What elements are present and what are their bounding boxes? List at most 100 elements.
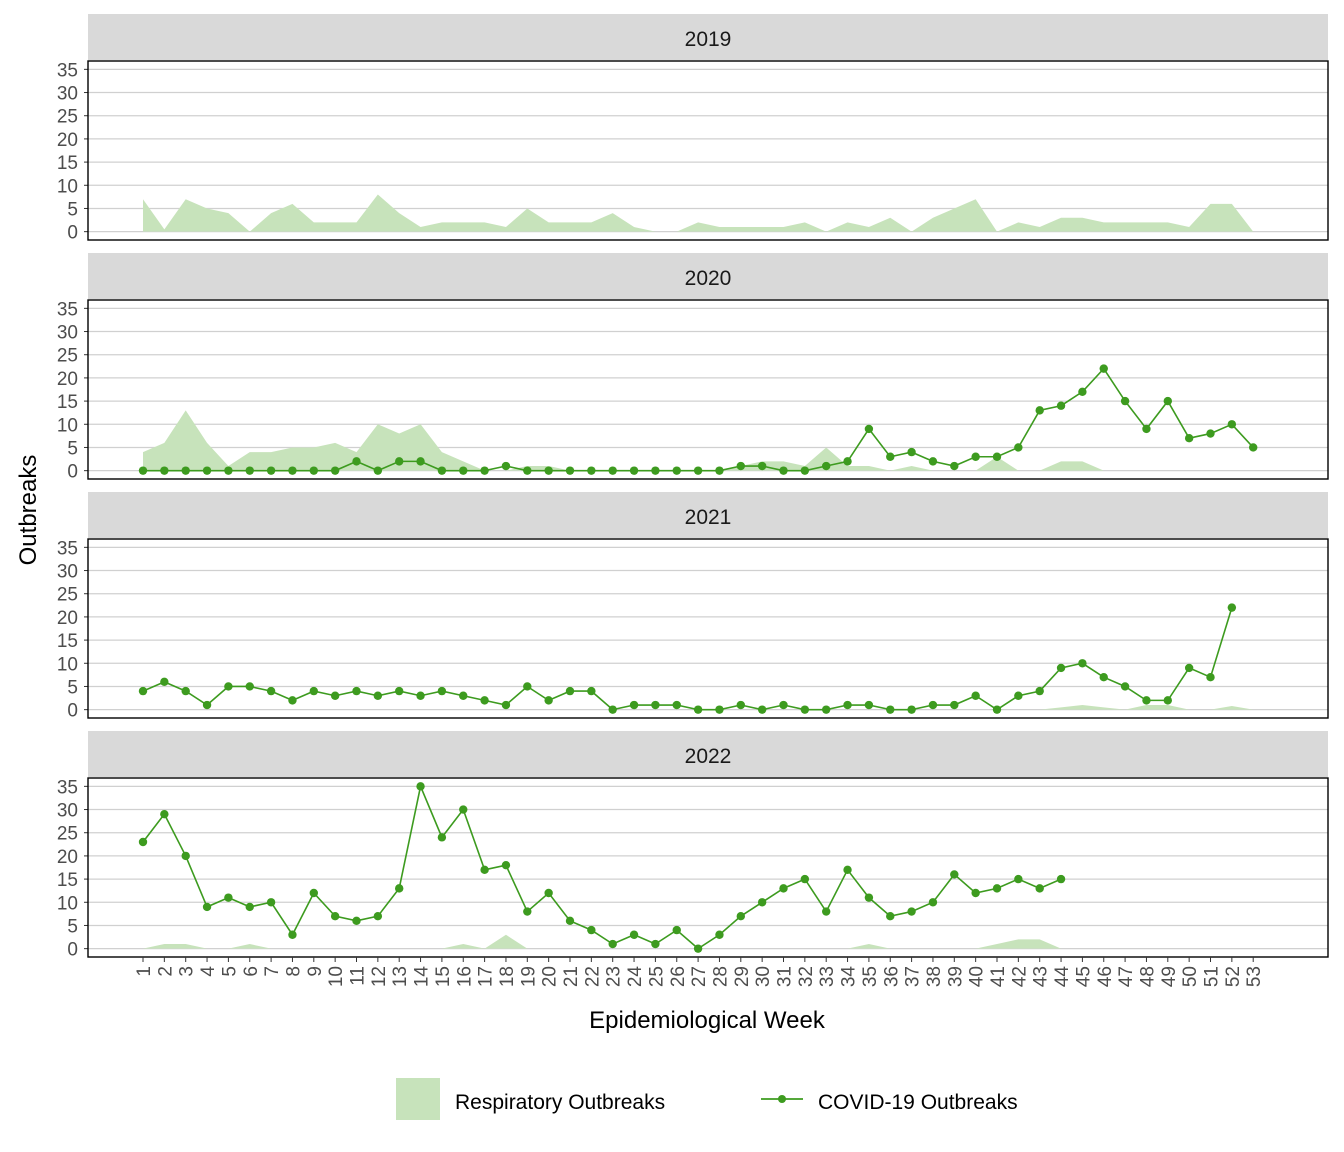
covid-point [1035,686,1044,696]
respiratory-area [143,705,1254,710]
covid-point [480,865,489,875]
panel-frame [87,777,1329,958]
covid-point [1206,672,1215,682]
x-tick-label: 32 [796,966,817,987]
x-tick-label: 20 [540,966,561,987]
covid-point [1099,364,1108,373]
covid-point [395,686,404,696]
panel-strip [88,253,1328,299]
covid-point [1184,663,1194,673]
y-tick-label: 35 [57,538,78,559]
x-tick-label: 33 [817,966,838,987]
covid-point [1142,424,1151,434]
covid-point [1120,396,1130,406]
covid-point [266,466,276,475]
covid-point [202,466,212,475]
covid-point [736,700,745,710]
legend: Respiratory Outbreaks COVID-19 Outbreaks [396,1078,1018,1120]
x-tick-label: 24 [625,966,646,988]
legend-label-respiratory: Respiratory Outbreaks [455,1091,665,1114]
covid-point [1163,396,1173,406]
respiratory-area [143,194,1254,232]
covid-point [309,686,318,696]
x-tick-label: 30 [753,966,774,987]
x-tick-label: 25 [646,966,667,987]
covid-point [971,452,980,461]
x-tick-label: 48 [1137,966,1158,987]
y-tick-label: 10 [57,893,78,914]
covid-point [1035,884,1044,893]
covid-point [886,705,895,714]
x-tick-label: 39 [945,966,966,987]
y-tick-label: 25 [57,107,78,128]
covid-point [544,696,553,705]
covid-point [800,705,810,714]
covid-point [736,911,745,921]
x-tick-label: 41 [988,966,1009,987]
covid-point [992,884,1002,893]
covid-point [928,700,938,710]
covid-point [1078,387,1087,397]
covid-point [800,874,810,884]
covid-point [224,893,233,902]
y-tick-label: 35 [57,60,78,81]
panel-frame [87,299,1329,480]
covid-point [544,466,553,475]
covid-point [523,682,532,691]
covid-point [1014,443,1023,452]
respiratory-area [143,410,1254,471]
covid-point [907,907,916,916]
covid-point [160,677,169,687]
x-tick-label: 16 [454,966,475,987]
covid-point [779,884,788,893]
covid-point [202,700,212,710]
covid-point [523,907,532,916]
covid-point [437,686,447,696]
covid-point [736,461,745,471]
x-tick-label: 15 [433,966,454,987]
respiratory-area [143,934,1254,949]
covid-point [864,424,874,434]
x-tick-label: 53 [1244,966,1265,987]
covid-point [928,898,938,907]
y-tick-label: 0 [67,223,78,244]
y-tick-label: 15 [57,870,78,891]
covid-point [1120,682,1130,691]
covid-point [629,700,639,710]
x-tick-label: 46 [1095,966,1116,987]
covid-point [843,457,852,466]
covid-point [779,466,788,475]
x-tick-label: 10 [326,966,347,987]
y-tick-label: 20 [57,130,78,151]
x-tick-label: 7 [262,966,283,977]
x-tick-label: 19 [518,966,539,987]
panel-frame [87,538,1329,719]
x-tick-label: 6 [241,966,262,977]
covid-point [1227,420,1237,429]
y-tick-label: 30 [57,84,78,105]
covid-point [843,865,852,875]
panel-strip-label: 2019 [685,28,732,51]
legend-key-respiratory-swatch [396,1078,440,1120]
covid-point [309,466,318,475]
covid-point [608,939,617,949]
panel-strip [88,492,1328,538]
x-tick-label: 50 [1180,966,1201,987]
covid-point [138,837,148,847]
covid-point [1056,874,1066,884]
covid-line [142,783,1062,950]
x-tick-label: 29 [732,966,753,987]
covid-point [757,898,767,907]
covid-point [608,705,617,714]
covid-point [1014,874,1023,884]
covid-point [1078,659,1087,668]
covid-point [822,705,831,714]
covid-point [523,466,532,475]
covid-point [352,916,361,926]
covid-point [565,466,575,475]
covid-point [1142,696,1151,705]
covid-point [672,466,681,475]
covid-point [501,461,511,471]
